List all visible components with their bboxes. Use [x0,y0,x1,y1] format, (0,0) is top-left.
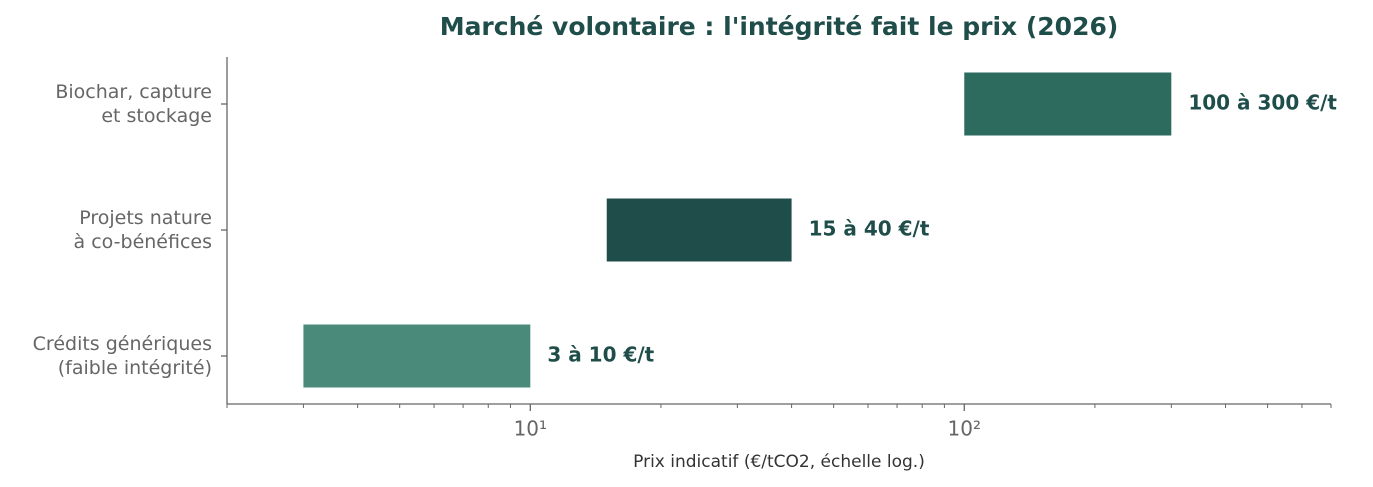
bar [303,324,531,388]
bar [964,72,1172,136]
chart-title: Marché volontaire : l'intégrité fait le … [440,12,1119,41]
value-label: 15 à 40 €/t [809,217,930,241]
value-label: 3 à 10 €/t [547,343,654,367]
y-tick-label: Crédits génériques (faible intégrité) [33,333,212,379]
x-axis-label: Prix indicatif (€/tCO2, échelle log.) [633,452,925,472]
x-tick-label: 10² [948,417,981,441]
bar [606,198,792,262]
x-tick-label: 10¹ [514,417,547,441]
y-tick-label: Projets nature à co-bénéfices [74,207,212,253]
value-label: 100 à 300 €/t [1188,91,1337,115]
y-tick-label: Biochar, capture et stockage [55,81,212,127]
